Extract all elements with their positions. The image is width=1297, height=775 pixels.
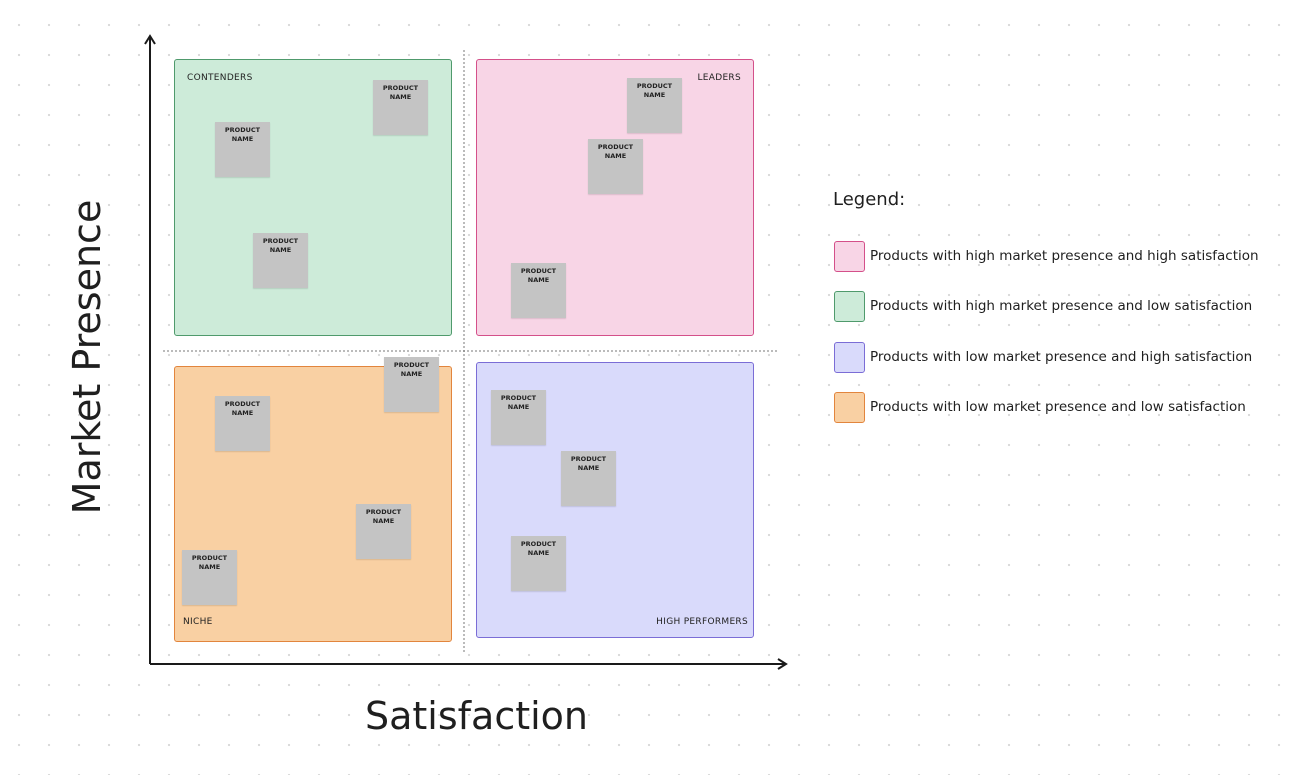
product-note[interactable]: PRODUCT NAME (511, 263, 566, 318)
product-note[interactable]: PRODUCT NAME (627, 78, 682, 133)
legend-item: Products with high market presence and l… (834, 290, 1252, 322)
legend-text: Products with high market presence and h… (870, 248, 1259, 264)
product-note[interactable]: PRODUCT NAME (253, 233, 308, 288)
product-note[interactable]: PRODUCT NAME (384, 357, 439, 412)
product-note[interactable]: PRODUCT NAME (561, 451, 616, 506)
product-note[interactable]: PRODUCT NAME (511, 536, 566, 591)
legend-item: Products with low market presence and hi… (834, 341, 1252, 373)
legend-text: Products with low market presence and lo… (870, 399, 1246, 415)
product-note[interactable]: PRODUCT NAME (182, 550, 237, 605)
legend-swatch-purple (834, 341, 865, 373)
y-axis-arrowhead (144, 34, 156, 45)
legend-item: Products with low market presence and lo… (834, 391, 1246, 423)
quadrant-label-leaders: LEADERS (697, 73, 741, 83)
legend-text: Products with high market presence and l… (870, 298, 1253, 314)
quadrant-label-niche: NICHE (183, 617, 213, 627)
quadrant-label-contenders: CONTENDERS (187, 73, 253, 83)
legend-title: Legend: (833, 189, 906, 210)
product-note[interactable]: PRODUCT NAME (215, 122, 270, 177)
product-note[interactable]: PRODUCT NAME (588, 139, 643, 194)
x-axis-label: Satisfaction (365, 694, 589, 738)
y-axis-label: Market Presence (65, 199, 109, 515)
legend-item: Products with high market presence and h… (834, 240, 1259, 272)
legend-swatch-orange (834, 391, 865, 423)
product-note[interactable]: PRODUCT NAME (356, 504, 411, 559)
legend-swatch-green (834, 290, 865, 322)
x-axis-arrowhead (777, 658, 788, 670)
legend-swatch-pink (834, 240, 865, 272)
quadrant-label-high-performers: HIGH PERFORMERS (656, 617, 748, 627)
product-note[interactable]: PRODUCT NAME (215, 396, 270, 451)
legend-text: Products with low market presence and hi… (870, 349, 1253, 365)
product-note[interactable]: PRODUCT NAME (373, 80, 428, 135)
product-note[interactable]: PRODUCT NAME (491, 390, 546, 445)
